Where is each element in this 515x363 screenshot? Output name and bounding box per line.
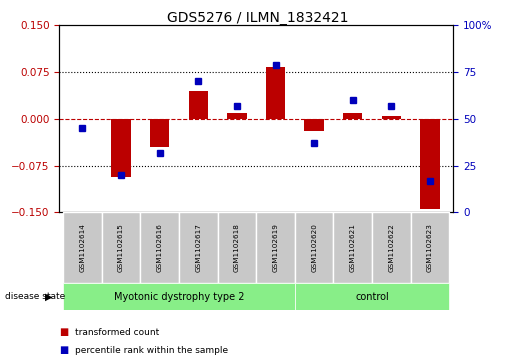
Text: control: control: [355, 292, 389, 302]
Bar: [256, 212, 295, 283]
Bar: [140, 212, 179, 283]
Text: GSM1102619: GSM1102619: [272, 223, 279, 272]
Text: ▶: ▶: [45, 292, 53, 302]
Bar: [266, 67, 285, 119]
Text: GSM1102623: GSM1102623: [427, 223, 433, 272]
Bar: [188, 91, 208, 119]
Text: GSM1102618: GSM1102618: [234, 223, 240, 272]
Text: GSM1102617: GSM1102617: [195, 223, 201, 272]
Bar: [63, 212, 102, 283]
Text: GSM1102614: GSM1102614: [79, 223, 85, 272]
Bar: [111, 119, 131, 177]
Text: disease state: disease state: [5, 292, 65, 301]
Text: GDS5276 / ILMN_1832421: GDS5276 / ILMN_1832421: [167, 11, 348, 25]
Text: Myotonic dystrophy type 2: Myotonic dystrophy type 2: [114, 292, 244, 302]
Bar: [295, 283, 449, 310]
Bar: [179, 212, 217, 283]
Bar: [334, 212, 372, 283]
Bar: [102, 212, 140, 283]
Bar: [420, 119, 440, 209]
Text: GSM1102615: GSM1102615: [118, 223, 124, 272]
Text: GSM1102616: GSM1102616: [157, 223, 163, 272]
Bar: [63, 283, 295, 310]
Bar: [295, 212, 334, 283]
Bar: [217, 212, 256, 283]
Text: transformed count: transformed count: [75, 328, 159, 337]
Text: ■: ■: [59, 327, 68, 337]
Bar: [150, 119, 169, 147]
Text: GSM1102620: GSM1102620: [311, 223, 317, 272]
Bar: [382, 116, 401, 119]
Bar: [343, 113, 363, 119]
Bar: [304, 119, 324, 131]
Text: percentile rank within the sample: percentile rank within the sample: [75, 346, 228, 355]
Bar: [372, 212, 410, 283]
Text: GSM1102621: GSM1102621: [350, 223, 356, 272]
Bar: [410, 212, 449, 283]
Text: ■: ■: [59, 345, 68, 355]
Text: GSM1102622: GSM1102622: [388, 223, 394, 272]
Bar: [227, 113, 247, 119]
